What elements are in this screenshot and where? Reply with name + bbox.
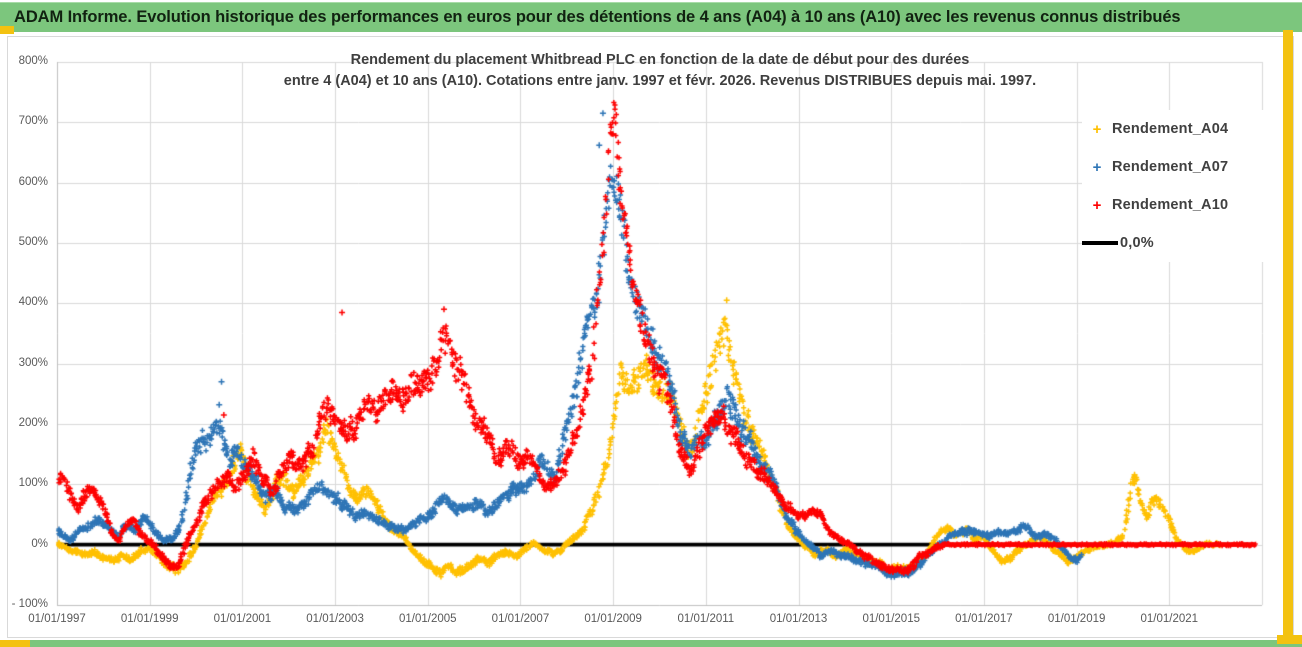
- top-banner: ADAM Informe. Evolution historique des p…: [0, 2, 1302, 32]
- plus-marker-icon: +: [1092, 120, 1102, 138]
- legend-item-a04[interactable]: + Rendement_A04: [1082, 110, 1288, 148]
- gold-accent-top-left: [0, 26, 14, 34]
- plus-marker-icon: +: [1092, 158, 1102, 176]
- legend-label: 0,0%: [1120, 235, 1154, 251]
- legend-item-a10[interactable]: + Rendement_A10: [1082, 186, 1288, 224]
- legend-label: Rendement_A07: [1112, 159, 1229, 175]
- legend-item-a07[interactable]: + Rendement_A07: [1082, 148, 1288, 186]
- legend-item-zero-line[interactable]: 0,0%: [1082, 224, 1288, 262]
- chart-legend: + Rendement_A04 + Rendement_A07 + Rendem…: [1082, 110, 1288, 262]
- banner-title: ADAM Informe. Evolution historique des p…: [14, 8, 1181, 26]
- plus-marker-icon: +: [1092, 196, 1102, 214]
- legend-label: Rendement_A04: [1112, 121, 1229, 137]
- legend-label: Rendement_A10: [1112, 197, 1229, 213]
- gold-accent-bottom-right: [1277, 635, 1302, 644]
- zero-line-icon: [1082, 241, 1118, 245]
- gold-accent-right-strip: [1283, 30, 1293, 643]
- gold-accent-bottom-left: [0, 640, 30, 647]
- bottom-green-bar: [0, 640, 1302, 647]
